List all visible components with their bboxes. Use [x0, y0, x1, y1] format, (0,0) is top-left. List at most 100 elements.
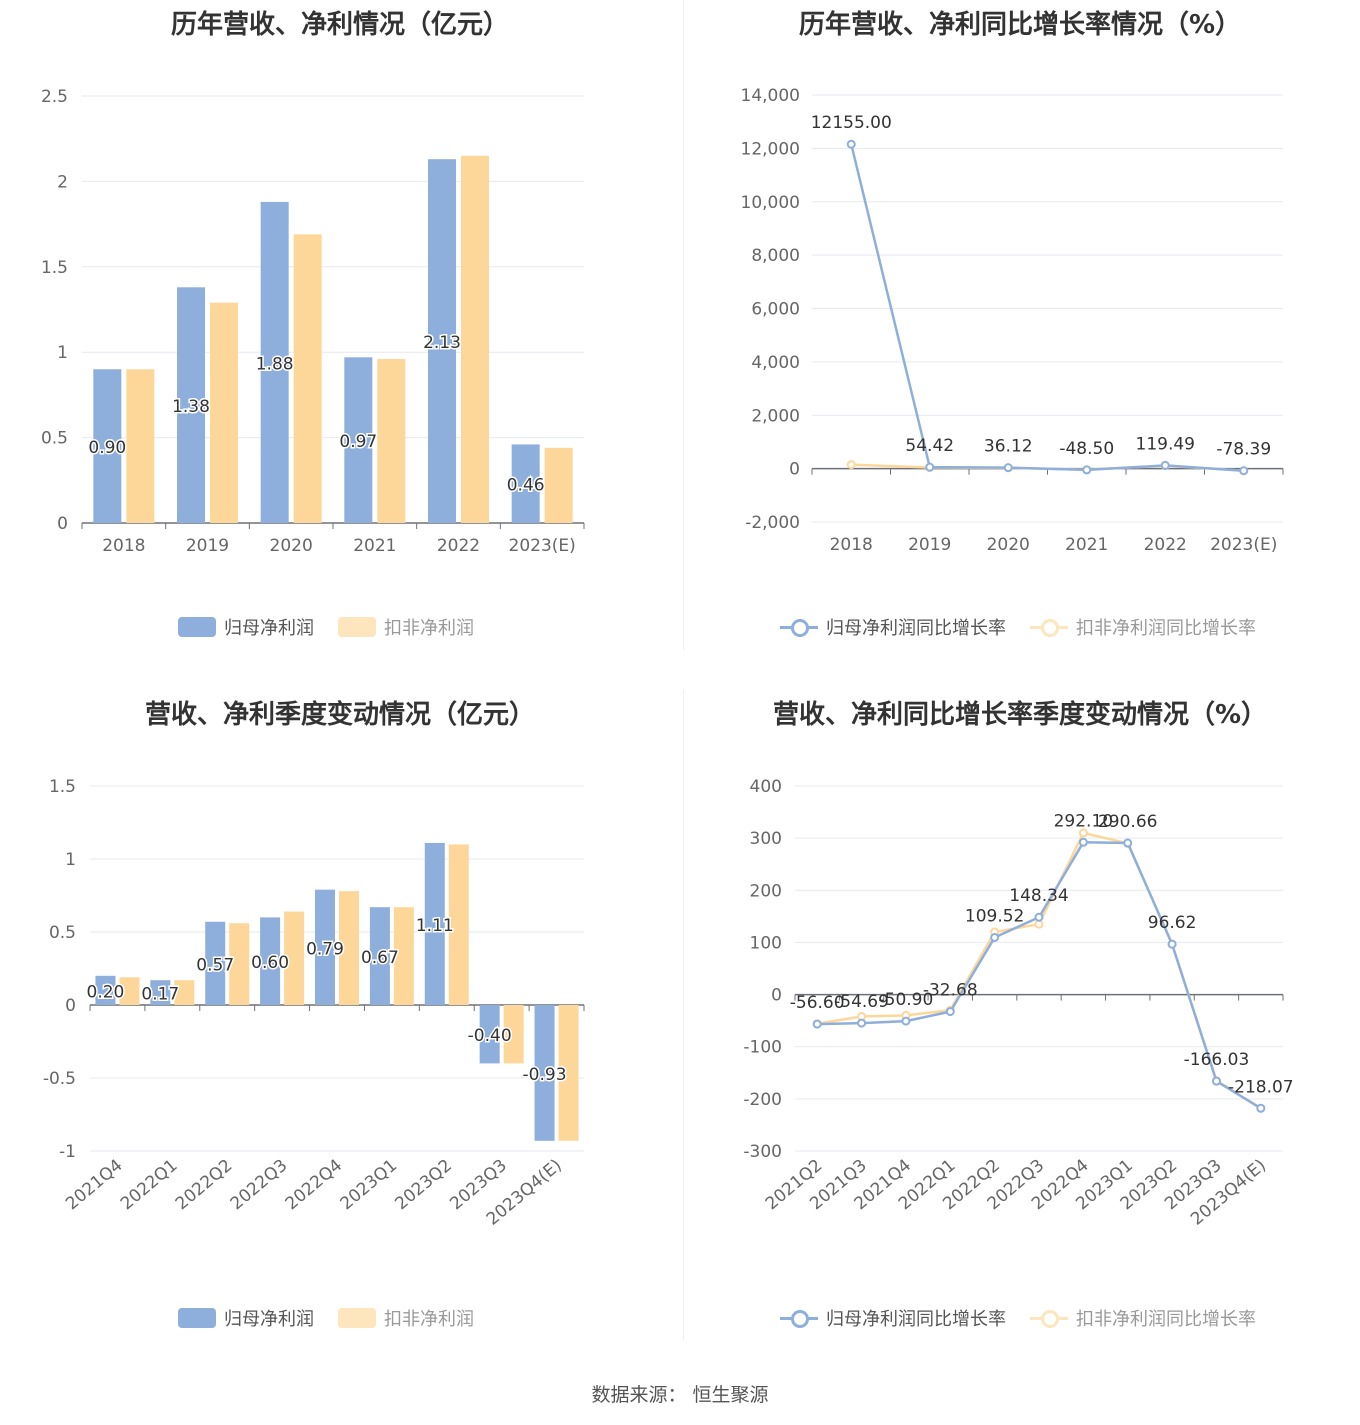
data-point: [812, 1019, 822, 1029]
data-label: 36.12: [984, 437, 1033, 457]
x-tick-label: 2019: [186, 536, 229, 556]
y-tick-label: -2,000: [745, 513, 800, 533]
legend-item-deducted-net-profit[interactable]: 扣非净利润: [338, 1305, 474, 1331]
legend-label: 扣非净利润同比增长率: [1076, 618, 1256, 639]
y-tick-label: 2,000: [751, 406, 800, 426]
x-tick-label: 2018: [830, 535, 873, 555]
bar-deducted-net-profit: [293, 234, 322, 523]
data-point: [1034, 912, 1044, 922]
bar-parent-net-profit: [260, 917, 281, 1005]
data-label: 290.66: [1098, 812, 1157, 832]
y-tick-label: 0: [57, 514, 68, 534]
x-tick-label: 2022Q3: [227, 1156, 292, 1215]
data-point: [1211, 1076, 1221, 1086]
data-label: 1.88: [256, 354, 294, 374]
bar-deducted-net-profit: [210, 302, 238, 523]
y-tick-label: 10,000: [741, 193, 800, 213]
divider: [683, 0, 684, 650]
legend-item-parent-growth[interactable]: 归母净利润同比增长率: [780, 1305, 1006, 1331]
legend-item-deducted-net-profit[interactable]: 扣非净利润: [338, 614, 474, 640]
data-label: -0.93: [523, 1065, 567, 1085]
bar-deducted-net-profit: [126, 369, 155, 523]
bar-parent-net-profit: [315, 889, 335, 1005]
legend-item-parent-net-profit[interactable]: 归母净利润: [178, 1305, 314, 1331]
bar-parent-net-profit: [177, 287, 205, 523]
data-point: [846, 139, 856, 149]
y-tick-label: 0.5: [41, 429, 68, 449]
data-point: [857, 1018, 867, 1028]
data-label: 0.57: [196, 955, 234, 975]
bar-deducted-net-profit: [119, 977, 140, 1005]
bar-parent-net-profit: [428, 159, 456, 524]
data-label: 54.42: [905, 436, 954, 456]
x-tick-label: 2023Q1: [337, 1156, 402, 1215]
bar-deducted-net-profit: [393, 907, 414, 1005]
y-tick-label: 0: [65, 996, 76, 1016]
legend-label: 归母净利润同比增长率: [826, 618, 1006, 639]
y-tick-label: 1.5: [49, 777, 76, 797]
line-marker-icon: [1030, 617, 1068, 637]
x-tick-label: 2022: [1144, 535, 1187, 555]
data-label: 1.11: [416, 916, 454, 936]
legend-label: 归母净利润同比增长率: [826, 1309, 1006, 1330]
data-label: 0.46: [507, 476, 545, 496]
data-point: [1167, 939, 1177, 949]
legend-annual-profit: 归母净利润 扣非净利润: [178, 614, 490, 640]
line-marker-icon: [780, 617, 818, 637]
y-tick-label: 200: [750, 881, 782, 901]
data-label: 109.52: [965, 906, 1024, 926]
y-tick-label: 0.5: [49, 923, 76, 943]
data-label: 96.62: [1148, 913, 1197, 933]
bar-parent-net-profit: [424, 842, 445, 1005]
x-tick-label: 2022Q1: [117, 1156, 182, 1215]
bar-parent-net-profit: [95, 975, 116, 1005]
bar-deducted-net-profit: [229, 923, 250, 1005]
bar-deducted-net-profit: [544, 447, 573, 523]
y-tick-label: 4,000: [751, 353, 800, 373]
data-point: [945, 1007, 955, 1017]
bar-deducted-net-profit: [461, 155, 489, 523]
data-label: 148.34: [1009, 886, 1068, 906]
legend-item-parent-net-profit[interactable]: 归母净利润: [178, 614, 314, 640]
chart-title-quarterly-growth: 营收、净利同比增长率季度变动情况（%）: [772, 700, 1268, 730]
legend-swatch: [178, 1308, 216, 1328]
y-tick-label: 0: [789, 460, 800, 480]
x-tick-label: 2023(E): [509, 536, 576, 556]
line-parent-growth: [850, 143, 1244, 472]
x-tick-label: 2019: [908, 535, 951, 555]
data-label: 0.60: [251, 953, 289, 973]
legend-annual-growth: 归母净利润同比增长率 扣非净利润同比增长率: [780, 614, 1272, 640]
legend-item-deducted-growth[interactable]: 扣非净利润同比增长率: [1030, 614, 1256, 640]
legend-label: 扣非净利润同比增长率: [1076, 1309, 1256, 1330]
x-tick-label: 2022Q4: [282, 1156, 347, 1215]
bar-parent-net-profit: [344, 357, 373, 523]
data-label: -0.40: [468, 1026, 512, 1046]
bar-deducted-net-profit: [377, 359, 406, 523]
x-tick-label: 2020: [270, 536, 313, 556]
divider: [683, 690, 684, 1340]
data-point: [1160, 460, 1170, 470]
line-marker-icon: [1030, 1308, 1068, 1328]
x-tick-label: 2022: [437, 536, 480, 556]
data-label: 0.20: [87, 982, 125, 1002]
data-point: [1078, 837, 1088, 847]
bar-deducted-net-profit: [448, 844, 469, 1005]
x-tick-label: 2022Q2: [172, 1156, 237, 1215]
data-label: 119.49: [1136, 434, 1195, 454]
bar-deducted-net-profit: [284, 911, 305, 1005]
y-tick-label: 2: [57, 172, 68, 192]
legend-item-deducted-growth[interactable]: 扣非净利润同比增长率: [1030, 1305, 1256, 1331]
data-label: -50.90: [879, 990, 934, 1010]
data-point: [1003, 463, 1013, 473]
bar-parent-net-profit: [150, 980, 171, 1005]
legend-label: 扣非净利润: [384, 1309, 474, 1330]
chart-title-annual-growth: 历年营收、净利同比增长率情况（%）: [798, 10, 1242, 40]
x-tick-label: 2020: [987, 535, 1030, 555]
legend-swatch: [338, 617, 376, 637]
y-tick-label: 8,000: [751, 246, 800, 266]
data-label: 2.13: [423, 333, 461, 353]
data-label: -78.39: [1216, 440, 1271, 460]
legend-item-parent-growth[interactable]: 归母净利润同比增长率: [780, 614, 1006, 640]
y-tick-label: 1: [65, 850, 76, 870]
